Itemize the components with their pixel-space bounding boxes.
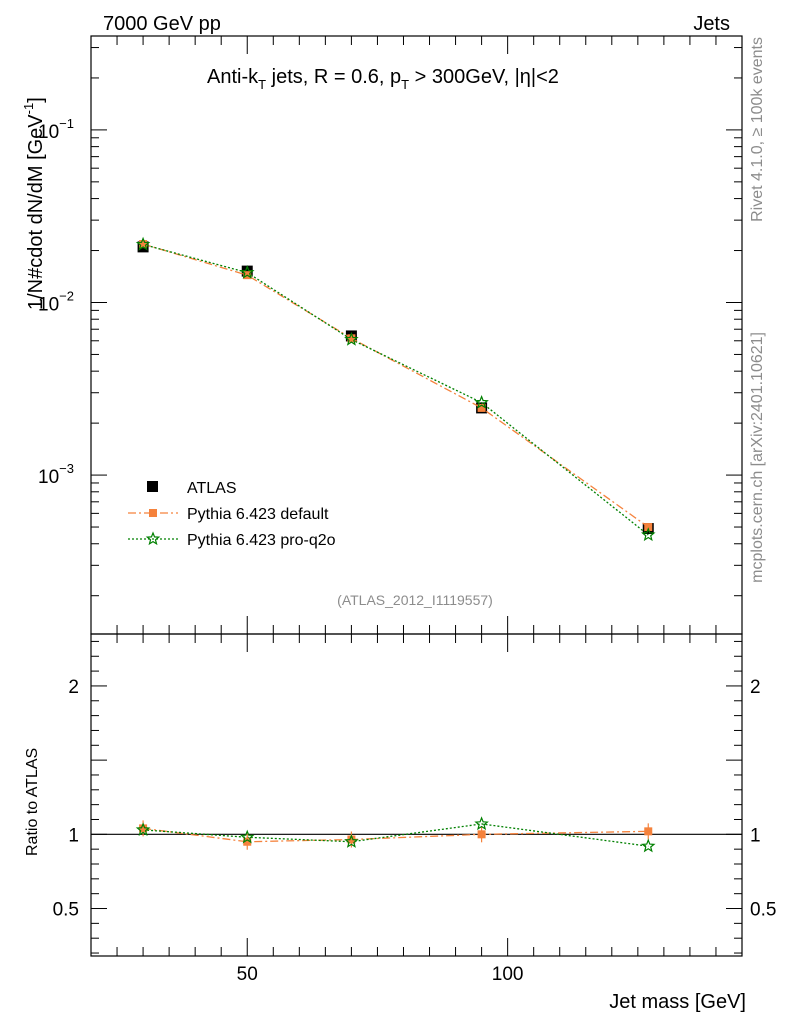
proq2o-data-point <box>239 264 255 279</box>
main-y-axis-label: 1/N#cdot dN/dM [GeV-1] <box>21 97 47 310</box>
ratio-proq2o-point <box>135 822 151 837</box>
x-tick-label: 50 <box>237 964 258 985</box>
ratio-default-point <box>644 827 653 836</box>
ratio-proq2o-point <box>474 816 489 831</box>
ratio-y-axis-ticks: 2 2 1 1 0.5 0.5 <box>53 640 776 954</box>
legend-atlas-marker <box>147 481 158 492</box>
main-y-tick-label: 10−2 <box>38 288 74 315</box>
x-axis-ticks: 50 100 <box>90 36 743 985</box>
ratio-y-tick-label-right: 1 <box>750 825 761 846</box>
analysis-id-label: (ATLAS_2012_I1119557) <box>337 592 493 608</box>
ratio-series <box>135 816 656 853</box>
ratio-default-point <box>477 830 486 839</box>
ratio-proq2o-line <box>143 823 649 847</box>
default-data-point <box>644 523 653 532</box>
ratio-default-point <box>139 824 148 833</box>
rivet-version-label: Rivet 4.1.0, ≥ 100k events <box>749 37 766 222</box>
plot-title: Anti-kT jets, R = 0.6, pT > 300GeV, |η|<… <box>207 66 559 92</box>
ratio-y-tick-label-right: 2 <box>750 677 761 698</box>
default-data-point <box>347 334 356 343</box>
ratio-proq2o-point <box>640 838 656 853</box>
ratio-proq2o-point <box>239 829 255 844</box>
legend-default-label: Pythia 6.423 default <box>187 506 329 523</box>
legend-proq2o-label: Pythia 6.423 pro-q2o <box>187 532 336 549</box>
header-left: 7000 GeV pp <box>103 13 221 35</box>
ratio-y-tick-label: 2 <box>68 677 79 698</box>
proq2o-data-point <box>640 527 656 542</box>
header-right: Jets <box>693 13 730 35</box>
ratio-default-point <box>243 837 252 846</box>
legend-default-marker <box>149 509 157 517</box>
atlas-data-point <box>241 265 253 277</box>
default-data-point <box>139 240 148 249</box>
ratio-default-point <box>347 835 356 844</box>
ratio-y-tick-label: 1 <box>68 825 79 846</box>
legend: ATLAS Pythia 6.423 default Pythia 6.423 … <box>128 480 336 549</box>
mcplots-label: mcplots.cern.ch [arXiv:2401.10621] <box>749 332 766 583</box>
ratio-y-tick-label: 0.5 <box>53 900 79 921</box>
ratio-proq2o-point <box>344 834 359 848</box>
x-tick-label: 100 <box>492 964 524 985</box>
legend-proq2o-marker <box>145 531 161 546</box>
legend-atlas-label: ATLAS <box>187 480 237 497</box>
main-y-axis-ticks: 10−1 10−2 10−3 <box>38 47 742 597</box>
proq2o-data-point <box>344 331 359 346</box>
proq2o-data-point <box>135 236 151 251</box>
proq2o-data-point <box>474 394 489 409</box>
ratio-plot-frame <box>90 633 743 957</box>
ratio-y-axis-label: Ratio to ATLAS <box>24 748 41 856</box>
main-y-tick-label: 10−1 <box>38 116 74 143</box>
main-y-tick-label: 10−3 <box>38 461 74 488</box>
main-series <box>135 236 656 542</box>
x-axis-label: Jet mass [GeV] <box>609 991 746 1013</box>
ratio-y-tick-label-right: 0.5 <box>750 900 776 921</box>
default-data-point <box>477 403 486 412</box>
